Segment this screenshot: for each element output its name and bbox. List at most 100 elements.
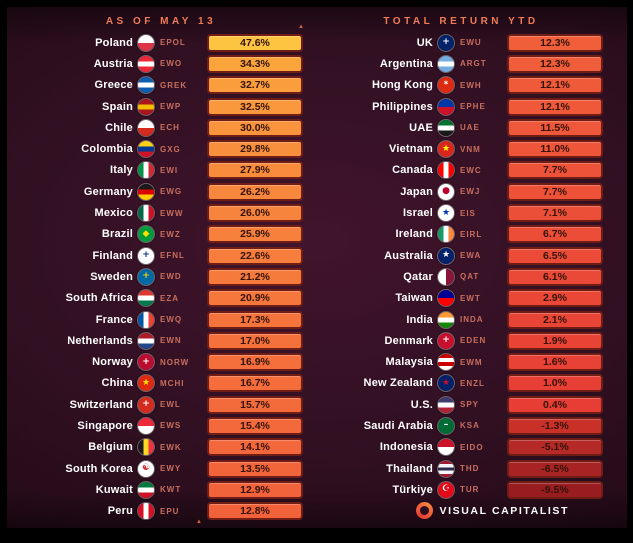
right-column: UK + EWU 12.3% Argentina ARGT 12.3% Hong…	[319, 32, 603, 522]
country-name: Colombia	[81, 143, 133, 156]
country-name: Ireland	[395, 228, 433, 241]
country-flag-icon: –	[438, 417, 454, 434]
return-value-pill: -5.1%	[507, 438, 603, 457]
country-flag-icon	[138, 34, 154, 51]
return-value-pill: 12.3%	[507, 33, 603, 52]
etf-ticker: EPOL	[160, 38, 186, 48]
country-flag-icon: +	[438, 332, 454, 349]
flag-symbol-glyph: ★	[441, 207, 451, 218]
country-row: Brazil ◆ EWZ 25.9%	[19, 224, 303, 245]
country-flag-icon	[438, 162, 454, 179]
etf-ticker: EWA	[460, 251, 482, 261]
decorative-arrow-bottom-icon: ▲	[196, 519, 202, 525]
flag-symbol-glyph: ☪	[441, 484, 451, 495]
country-row: Singapore EWS 15.4%	[19, 415, 303, 436]
country-flag-icon	[438, 460, 454, 477]
country-flag-icon: +	[138, 247, 154, 264]
etf-ticker: GXG	[160, 144, 181, 154]
country-flag-icon: ●	[438, 183, 454, 200]
return-value-pill: 1.0%	[507, 374, 603, 393]
return-value-pill: 34.3%	[207, 54, 303, 73]
etf-ticker: EIS	[460, 208, 476, 218]
country-row: Greece GREK 32.7%	[19, 75, 303, 96]
country-name: Greece	[94, 79, 133, 92]
country-name: Brazil	[101, 228, 133, 241]
country-flag-icon	[138, 141, 154, 158]
etf-ticker: EWZ	[160, 229, 181, 239]
country-name: Peru	[107, 505, 133, 518]
country-flag-icon	[138, 332, 154, 349]
etf-ticker: SPY	[460, 400, 480, 410]
country-flag-icon: ★	[138, 375, 154, 392]
etf-ticker: EFNL	[160, 251, 185, 261]
country-name: Kuwait	[95, 483, 133, 496]
etf-ticker: ECH	[160, 123, 180, 133]
country-name: Sweden	[90, 270, 133, 283]
flag-symbol-glyph: ☯	[141, 463, 151, 474]
flag-symbol-glyph: ★	[141, 377, 151, 388]
country-name: Thailand	[386, 462, 433, 475]
footer-brand: VISUAL CAPITALIST	[415, 502, 569, 519]
flag-symbol-glyph: +	[142, 271, 150, 282]
country-flag-icon	[138, 98, 154, 115]
country-name: Hong Kong	[371, 79, 433, 92]
etf-ticker: KWT	[160, 485, 182, 495]
country-flag-icon: ★	[438, 247, 454, 264]
return-value-pill: 30.0%	[207, 118, 303, 137]
etf-ticker: EWI	[160, 165, 179, 175]
etf-ticker: EWU	[460, 38, 482, 48]
country-row: Qatar QAT 6.1%	[319, 266, 603, 287]
country-row: China ★ MCHI 16.7%	[19, 373, 303, 394]
etf-ticker: EWQ	[160, 315, 183, 324]
left-column: Poland EPOL 47.6% Austria EWO 34.3% Gree…	[19, 32, 303, 522]
country-row: Argentina ARGT 12.3%	[319, 53, 603, 74]
return-value-pill: 12.9%	[207, 480, 303, 499]
return-value-pill: 47.6%	[207, 33, 303, 52]
country-name: Canada	[392, 164, 433, 177]
country-name: Austria	[93, 57, 133, 70]
country-name: China	[101, 377, 133, 390]
return-value-pill: 26.2%	[207, 182, 303, 201]
flag-symbol-glyph: +	[142, 250, 150, 261]
return-value-pill: 2.1%	[507, 310, 603, 329]
country-name: Israel	[403, 207, 433, 220]
return-value-pill: 15.7%	[207, 395, 303, 414]
country-row: Hong Kong * EWH 12.1%	[319, 75, 603, 96]
country-flag-icon: +	[138, 354, 154, 371]
country-flag-icon: +	[138, 268, 154, 285]
country-row: Spain EWP 32.5%	[19, 96, 303, 117]
country-name: Saudi Arabia	[363, 419, 433, 432]
country-name: Denmark	[384, 334, 433, 347]
return-value-pill: 13.5%	[207, 459, 303, 478]
etf-ticker: EWS	[160, 421, 182, 431]
country-row: France EWQ 17.3%	[19, 309, 303, 330]
country-row: Japan ● EWJ 7.7%	[319, 181, 603, 202]
country-row: Vietnam ★ VNM 11.0%	[319, 138, 603, 159]
etf-ticker: QAT	[460, 272, 480, 282]
country-row: South Korea ☯ EWY 13.5%	[19, 458, 303, 479]
country-flag-icon	[138, 311, 154, 328]
etf-ticker: NORW	[160, 357, 190, 367]
return-value-pill: 15.4%	[207, 416, 303, 435]
country-name: Netherlands	[67, 334, 133, 347]
country-row: Peru EPU 12.8%	[19, 501, 303, 522]
etf-ticker: EWD	[160, 272, 182, 282]
country-name: Türkiye	[392, 483, 433, 496]
country-flag-icon: ☪	[438, 481, 454, 498]
return-value-pill: 11.5%	[507, 118, 603, 137]
country-flag-icon	[438, 439, 454, 456]
country-flag-icon	[438, 55, 454, 72]
country-name: India	[406, 313, 433, 326]
flag-symbol-glyph: *	[443, 79, 449, 90]
return-value-pill: 26.0%	[207, 204, 303, 223]
country-row: Israel ★ EIS 7.1%	[319, 202, 603, 223]
country-row: Canada EWC 7.7%	[319, 160, 603, 181]
country-row: Thailand THD -6.5%	[319, 458, 603, 479]
infographic-frame: AS OF MAY 13 TOTAL RETURN YTD ▲ Poland E…	[7, 7, 627, 528]
country-flag-icon: +	[138, 396, 154, 413]
return-value-pill: 1.9%	[507, 331, 603, 350]
etf-ticker: EWO	[160, 59, 183, 69]
etf-ticker: EWT	[460, 293, 481, 303]
country-name: Finland	[92, 249, 133, 262]
brand-name: VISUAL CAPITALIST	[439, 504, 569, 517]
